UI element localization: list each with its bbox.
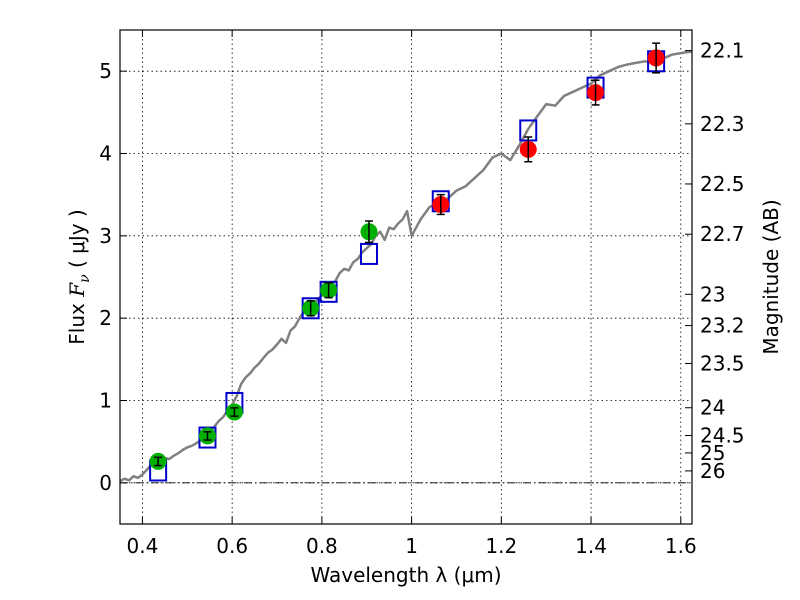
spectrum-line xyxy=(119,50,693,483)
y-tick-label: 4 xyxy=(99,142,112,166)
magnitude-tick-label: 23 xyxy=(700,282,725,306)
magnitude-tick-label: 25 xyxy=(700,441,725,465)
optical-detection-series xyxy=(149,220,378,470)
x-axis-label: Wavelength λ (μm) xyxy=(310,563,501,587)
magnitude-tick-label: 22.1 xyxy=(700,39,745,63)
x-tick-label: 1 xyxy=(405,534,418,558)
x-axis-ticks: 0.4 0.6 0.8 1 1.2 1.4 1.6 xyxy=(127,30,697,558)
magnitude-tick-label: 22.5 xyxy=(700,172,745,196)
magnitude-tick-label: 23.5 xyxy=(700,351,745,375)
magnitude-tick-label: 24.5 xyxy=(700,423,745,447)
magnitude-tick-label: 22.7 xyxy=(700,222,745,246)
y-axis-label: Flux Fν ( μJy ) xyxy=(65,209,93,344)
y-tick-label: 1 xyxy=(99,389,112,413)
magnitude-tick-label: 26 xyxy=(700,459,725,483)
x-tick-label: 1.6 xyxy=(665,534,697,558)
grid-lines xyxy=(120,30,692,524)
model-photometry-square xyxy=(359,242,378,265)
magnitude-tick-label: 22.3 xyxy=(700,112,745,136)
y-axis-label-symbol: F xyxy=(65,282,89,298)
x-tick-label: 0.6 xyxy=(216,534,248,558)
x-tick-label: 0.4 xyxy=(127,534,159,558)
magnitude-tick-label: 24 xyxy=(700,396,725,420)
y-tick-label: 2 xyxy=(99,306,112,330)
plot-frame xyxy=(119,29,693,525)
x-tick-label: 1.4 xyxy=(575,534,607,558)
x-tick-label: 1.2 xyxy=(485,534,517,558)
y-axis-label-unit: ( μJy ) xyxy=(65,209,89,274)
magnitude-tick-label: 23.2 xyxy=(700,314,745,338)
y-axis-label-subscript: ν xyxy=(77,274,93,283)
y-tick-label: 3 xyxy=(99,224,112,248)
y-axis-label-prefix: Flux xyxy=(65,297,89,345)
y-axis-ticks: 0 1 2 3 4 5 xyxy=(99,59,127,495)
y-tick-label: 0 xyxy=(99,471,112,495)
x-tick-label: 0.8 xyxy=(306,534,338,558)
y-tick-label: 5 xyxy=(99,59,112,83)
spectrum-series xyxy=(119,50,693,483)
nir-detection-series xyxy=(432,42,665,216)
magnitude-axis-label: Magnitude (AB) xyxy=(759,199,783,354)
